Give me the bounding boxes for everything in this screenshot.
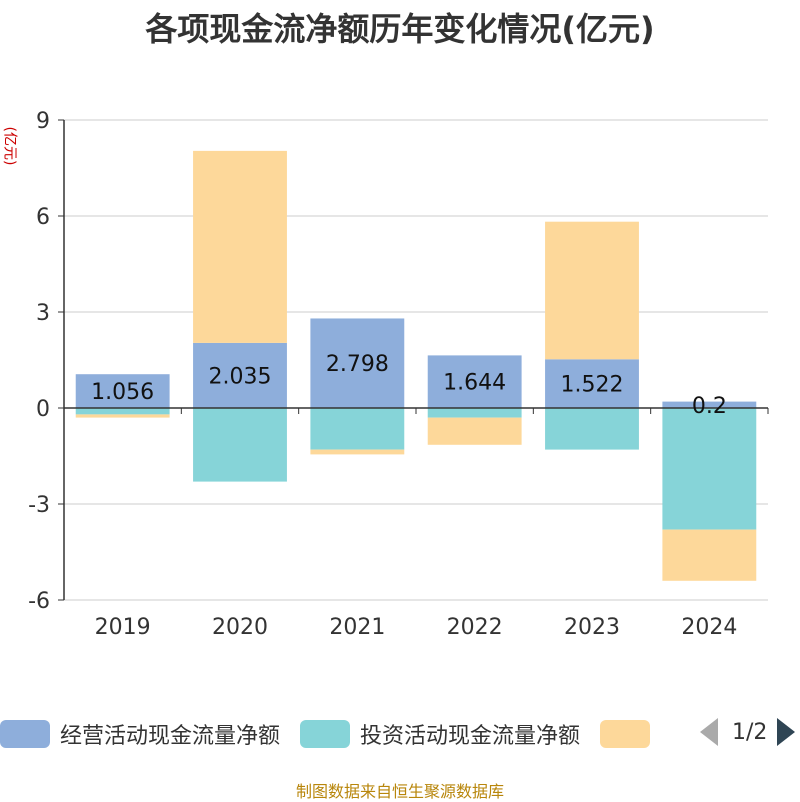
bar-operating: [427, 355, 522, 408]
legend-swatch-third: [600, 720, 651, 748]
bar-operating: [75, 374, 170, 408]
x-tick-label: 2024: [681, 615, 737, 640]
legend-swatch-investing: [300, 720, 351, 748]
bar-third: [427, 417, 522, 445]
pager-indicator: 1/2: [732, 719, 768, 745]
chart-title: 各项现金流净额历年变化情况(亿元): [145, 10, 655, 48]
bar-operating: [662, 401, 757, 408]
bar-investing: [662, 408, 757, 530]
pager-next-icon[interactable]: [777, 718, 796, 746]
bar-investing: [427, 408, 522, 418]
bar-operating: [193, 342, 287, 408]
x-tick-label: 2022: [447, 615, 503, 640]
y-tick-label: -3: [28, 493, 50, 518]
bar-third: [310, 449, 405, 455]
bar-third: [662, 529, 757, 581]
y-tick-label: 6: [36, 205, 50, 230]
data-label: 0.2: [692, 394, 727, 419]
bar-investing: [545, 408, 639, 450]
legend-item-operating[interactable]: 经营活动现金流量净额: [0, 718, 280, 750]
data-label: 1.056: [91, 380, 154, 405]
labels: -6 -3 0 3 6 9 2019 2020 2021 2022 2023 2024 1.056 2.0…: [28, 109, 737, 640]
legend-label-operating: 经营活动现金流量净额: [60, 724, 281, 749]
data-label: 2.798: [326, 352, 389, 377]
bar-investing: [75, 408, 170, 415]
data-label: 1.644: [443, 371, 506, 396]
x-tick-label: 2023: [564, 615, 620, 640]
data-label: 2.035: [209, 364, 272, 389]
legend: 经营活动现金流量净额 投资活动现金流量净额: [0, 716, 680, 752]
legend-item-investing[interactable]: 投资活动现金流量净额: [300, 718, 580, 750]
y-tick-label: 3: [36, 301, 50, 326]
bar-third: [193, 150, 287, 343]
x-tick-label: 2020: [212, 615, 268, 640]
bar-third: [75, 414, 170, 418]
bar-third: [545, 221, 639, 360]
bar-investing: [310, 408, 405, 450]
x-tick-label: 2019: [95, 615, 151, 640]
legend-item-third[interactable]: [600, 720, 660, 748]
axes: [58, 119, 769, 601]
bar-operating: [545, 359, 639, 408]
data-label: 1.522: [561, 373, 624, 398]
y-tick-label: 9: [36, 109, 50, 134]
y-tick-label: -6: [28, 589, 50, 614]
y-tick-label: 0: [36, 397, 50, 422]
bar-investing: [193, 408, 287, 482]
bar-operating: [310, 318, 405, 408]
legend-swatch-operating: [0, 720, 50, 748]
source-note: 制图数据来自恒生聚源数据库: [295, 782, 504, 801]
legend-pager: 1/2: [700, 718, 796, 746]
legend-label-investing: 投资活动现金流量净额: [360, 724, 581, 749]
x-tick-label: 2021: [329, 615, 385, 640]
pager-prev-icon[interactable]: [700, 718, 718, 746]
bars: [75, 150, 757, 581]
